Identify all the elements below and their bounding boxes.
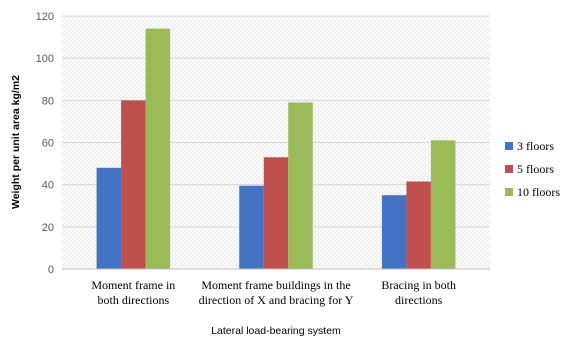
y-tick-label: 120: [36, 11, 54, 23]
category-label: Moment frame buildings in the direction o…: [199, 278, 354, 307]
y-tick-label: 20: [42, 222, 54, 234]
legend-label: 3 floors: [517, 139, 554, 153]
bar: [381, 195, 407, 269]
legend-label: 5 floors: [517, 162, 554, 176]
bar: [406, 181, 431, 269]
bar: [263, 157, 289, 269]
y-tick-label: 80: [42, 95, 54, 107]
bar: [430, 140, 456, 269]
legend-label: 10 floors: [517, 185, 560, 199]
legend-swatch: [505, 188, 513, 196]
bar: [288, 102, 313, 269]
legend-swatch: [505, 165, 513, 173]
bar: [121, 100, 146, 269]
y-tick-label: 0: [48, 264, 54, 276]
bar: [96, 167, 122, 269]
category-label: Bracing in both directions: [381, 278, 456, 307]
category-label: Moment frame in both directions: [91, 278, 175, 307]
x-axis-title: Lateral load-bearing system: [211, 325, 341, 337]
y-tick-label: 100: [36, 53, 54, 65]
bar: [239, 185, 264, 269]
y-tick-label: 60: [42, 138, 54, 150]
y-axis-title: Weight per unit area kg/m2: [10, 75, 22, 209]
y-tick-label: 40: [42, 180, 54, 192]
legend-swatch: [505, 142, 513, 150]
legend: 3 floors 5 floors 10 floors: [505, 139, 560, 199]
bar: [145, 28, 171, 270]
